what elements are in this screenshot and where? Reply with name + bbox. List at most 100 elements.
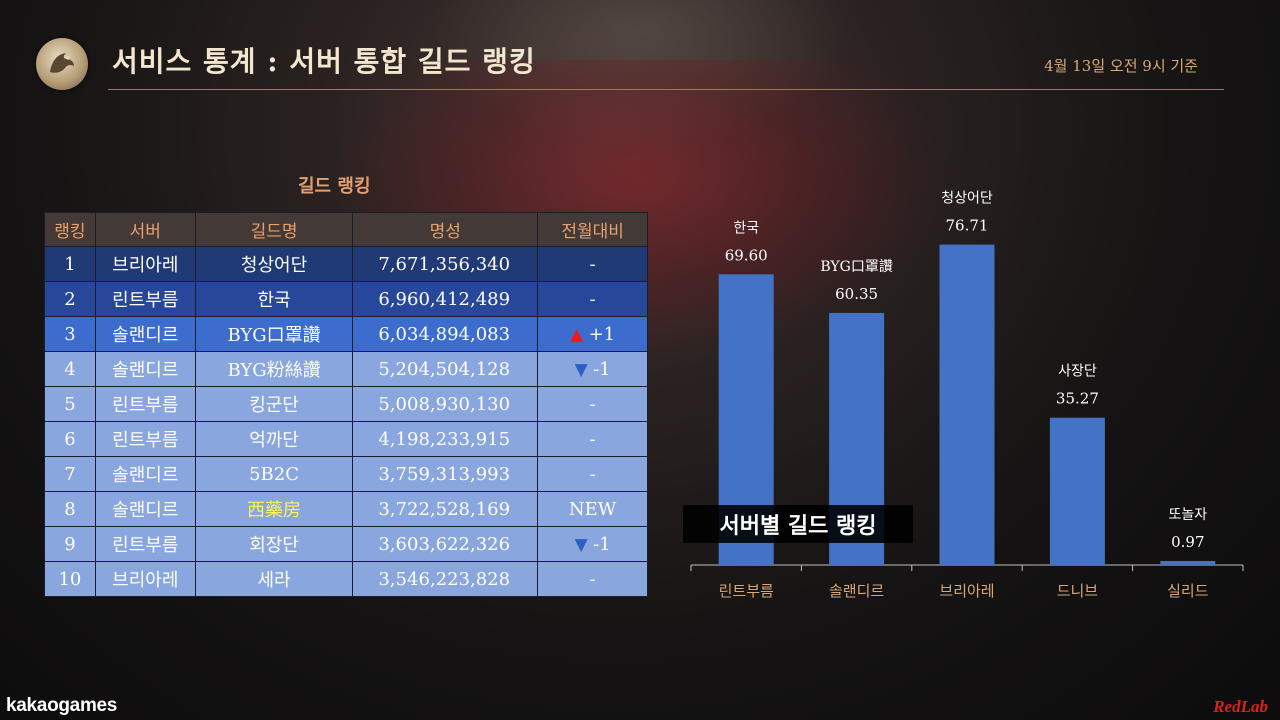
category-label: 브리아레 [939,582,994,600]
rank-down-icon: ▼ [574,534,594,555]
table-title: 길드 랭킹 [298,176,371,197]
server-cell: 브리아레 [94,561,196,597]
server-cell: 솔랜디르 [94,351,196,387]
data-label: 69.60 [725,246,768,264]
server-cell: 솔랜디르 [94,491,196,527]
rank-cell: 1 [44,246,96,282]
rank-cell: 7 [44,456,96,492]
header-divider [108,89,1224,90]
change-value: - [589,428,596,450]
bar [1049,417,1105,565]
server-cell: 린트부름 [94,421,196,457]
guild-label: 또놀자 [1168,507,1207,523]
table-row: 5 린트부름 킹군단 5,008,930,130 - [44,386,648,422]
rank-cell: 9 [44,526,96,562]
fame-cell: 3,759,313,993 [352,456,539,492]
table-row: 1 브리아레 청상어단 7,671,356,340 - [44,246,648,282]
column-header-server: 서버 [94,212,196,247]
guild-ranking-table: 랭킹 서버 길드명 명성 전월대비 1 브리아레 청상어단 7,671,356,340… [44,212,648,597]
data-label: 76.71 [946,217,989,235]
change-value: -1 [593,358,611,380]
server-cell: 린트부름 [94,281,196,317]
server-cell: 솔랜디르 [94,456,196,492]
table-row: 6 린트부름 억까단 4,198,233,915 - [44,421,648,457]
change-cell: ▲ +1 [537,316,648,352]
fame-cell: 3,722,528,169 [352,491,539,527]
table-row: 8 솔랜디르 西藥房 3,722,528,169 NEW [44,491,648,527]
guild-cell: 킹군단 [194,386,354,422]
guild-cell: 한국 [194,281,354,317]
change-value: - [589,463,596,485]
change-cell: - [537,281,648,317]
rank-up-icon: ▲ [570,324,589,345]
category-label: 솔랜디르 [829,582,884,600]
fame-cell: 3,546,223,828 [352,561,539,597]
fame-cell: 3,603,622,326 [352,526,539,562]
bar [1160,560,1216,565]
change-value: +1 [588,323,616,345]
change-value: NEW [568,498,617,520]
chart-title: 서버별 길드 랭킹 [683,505,913,543]
guild-cell: 西藥房 [194,491,354,527]
category-label: 린트부름 [719,582,774,600]
data-label: 0.97 [1171,533,1204,551]
column-header-guild: 길드명 [194,212,354,247]
guild-cell: BYG粉絲讚 [194,351,354,387]
fame-cell: 6,034,894,083 [352,316,539,352]
guild-label: 사장단 [1058,364,1097,380]
rank-cell: 6 [44,421,96,457]
column-header-change: 전월대비 [537,212,648,247]
data-label: 60.35 [835,285,878,303]
fame-cell: 4,198,233,915 [352,421,539,457]
change-cell: - [537,456,648,492]
rank-cell: 3 [44,316,96,352]
category-label: 드니브 [1057,582,1099,600]
redlab-logo: RedLab [1213,697,1268,716]
guild-cell: BYG口罩讚 [194,316,354,352]
rank-down-icon: ▼ [574,359,594,380]
fame-cell: 6,960,412,489 [352,281,539,317]
fame-cell: 7,671,356,340 [352,246,539,282]
table-row: 10 브리아레 세라 3,546,223,828 - [44,561,648,597]
guild-cell: 억까단 [194,421,354,457]
change-value: - [589,288,596,310]
guild-label: 한국 [733,220,759,236]
column-header-fame: 명성 [352,212,539,247]
change-cell: ▼ -1 [537,526,648,562]
guild-emblem-icon [36,38,88,90]
column-header-rank: 랭킹 [44,212,96,247]
server-cell: 브리아레 [94,246,196,282]
server-cell: 린트부름 [94,526,196,562]
guild-cell: 5B2C [194,456,354,492]
bar [939,244,995,566]
table-header-row: 랭킹 서버 길드명 명성 전월대비 [44,212,648,247]
change-cell: - [537,386,648,422]
rank-cell: 5 [44,386,96,422]
category-label: 실리드 [1167,582,1209,600]
rank-cell: 2 [44,281,96,317]
rank-cell: 8 [44,491,96,527]
guild-label: BYG口罩讚 [820,259,892,275]
table-row: 3 솔랜디르 BYG口罩讚 6,034,894,083 ▲ +1 [44,316,648,352]
guild-cell: 세라 [194,561,354,597]
change-value: - [589,568,596,590]
timestamp: 4월 13일 오전 9시 기준 [1044,57,1198,75]
rank-cell: 10 [44,561,96,597]
rank-cell: 4 [44,351,96,387]
server-cell: 린트부름 [94,386,196,422]
change-cell: NEW [537,491,648,527]
change-cell: - [537,421,648,457]
table-row: 4 솔랜디르 BYG粉絲讚 5,204,504,128 ▼ -1 [44,351,648,387]
change-value: - [589,253,596,275]
page-title: 서비스 통계 : 서버 통합 길드 랭킹 [112,45,536,78]
guild-cell: 회장단 [194,526,354,562]
change-cell: - [537,246,648,282]
server-cell: 솔랜디르 [94,316,196,352]
table-row: 9 린트부름 회장단 3,603,622,326 ▼ -1 [44,526,648,562]
fame-cell: 5,204,504,128 [352,351,539,387]
fame-cell: 5,008,930,130 [352,386,539,422]
data-label: 35.27 [1056,390,1099,408]
guild-cell: 청상어단 [194,246,354,282]
change-value: -1 [593,533,611,555]
